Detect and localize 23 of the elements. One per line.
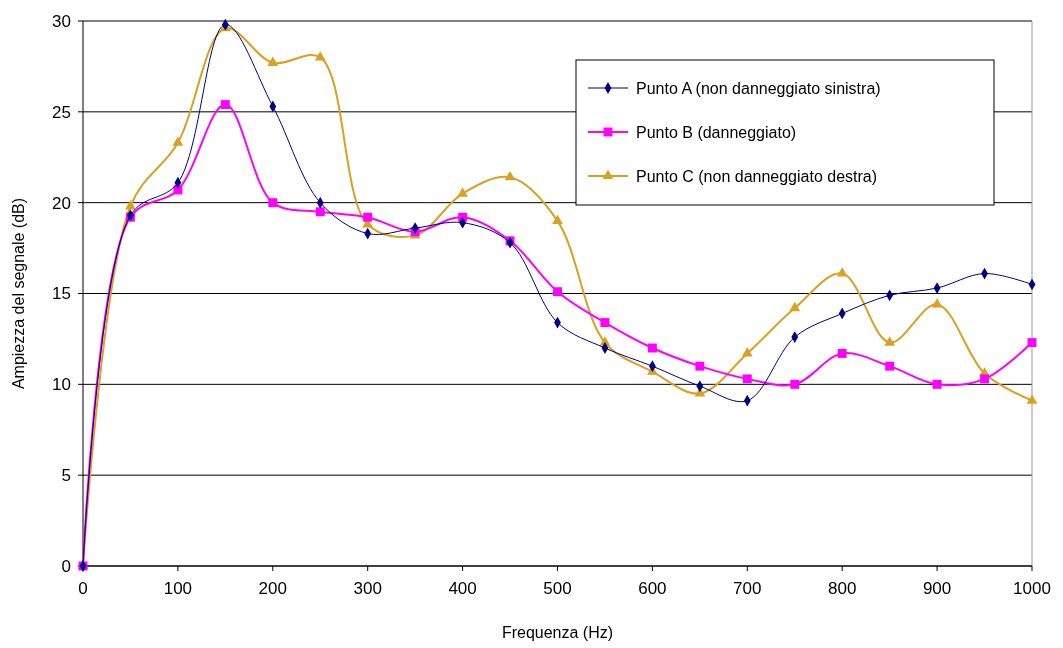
y-tick-label: 10: [52, 375, 71, 395]
x-tick-label: 900: [922, 579, 952, 598]
y-tick-label: 0: [61, 556, 71, 576]
x-tick-label: 500: [543, 579, 572, 598]
legend-label: Punto B (danneggiato): [636, 124, 797, 141]
y-tick-label: 5: [61, 466, 71, 486]
legend-label: Punto C (non danneggiato destra): [636, 168, 878, 185]
x-tick-label: 800: [828, 579, 857, 598]
x-tick-label: 400: [448, 579, 477, 598]
y-tick-label: 25: [52, 102, 71, 122]
x-tick-label: 600: [638, 579, 667, 598]
x-tick-label: 0: [78, 579, 88, 598]
legend-label: Punto A (non danneggiato sinistra): [636, 80, 881, 97]
x-tick-label: 1000: [1013, 579, 1051, 598]
y-tick-label: 20: [52, 193, 71, 213]
x-tick-label: 300: [353, 579, 382, 598]
y-axis-title: Ampiezza del segnale (dB): [10, 197, 27, 390]
y-tick-label: 30: [52, 11, 71, 31]
x-tick-label: 700: [733, 579, 762, 598]
y-tick-label: 15: [52, 284, 71, 304]
x-tick-label: 200: [258, 579, 287, 598]
x-tick-label: 100: [163, 579, 193, 598]
x-axis-title: Frequenza (Hz): [501, 624, 614, 641]
